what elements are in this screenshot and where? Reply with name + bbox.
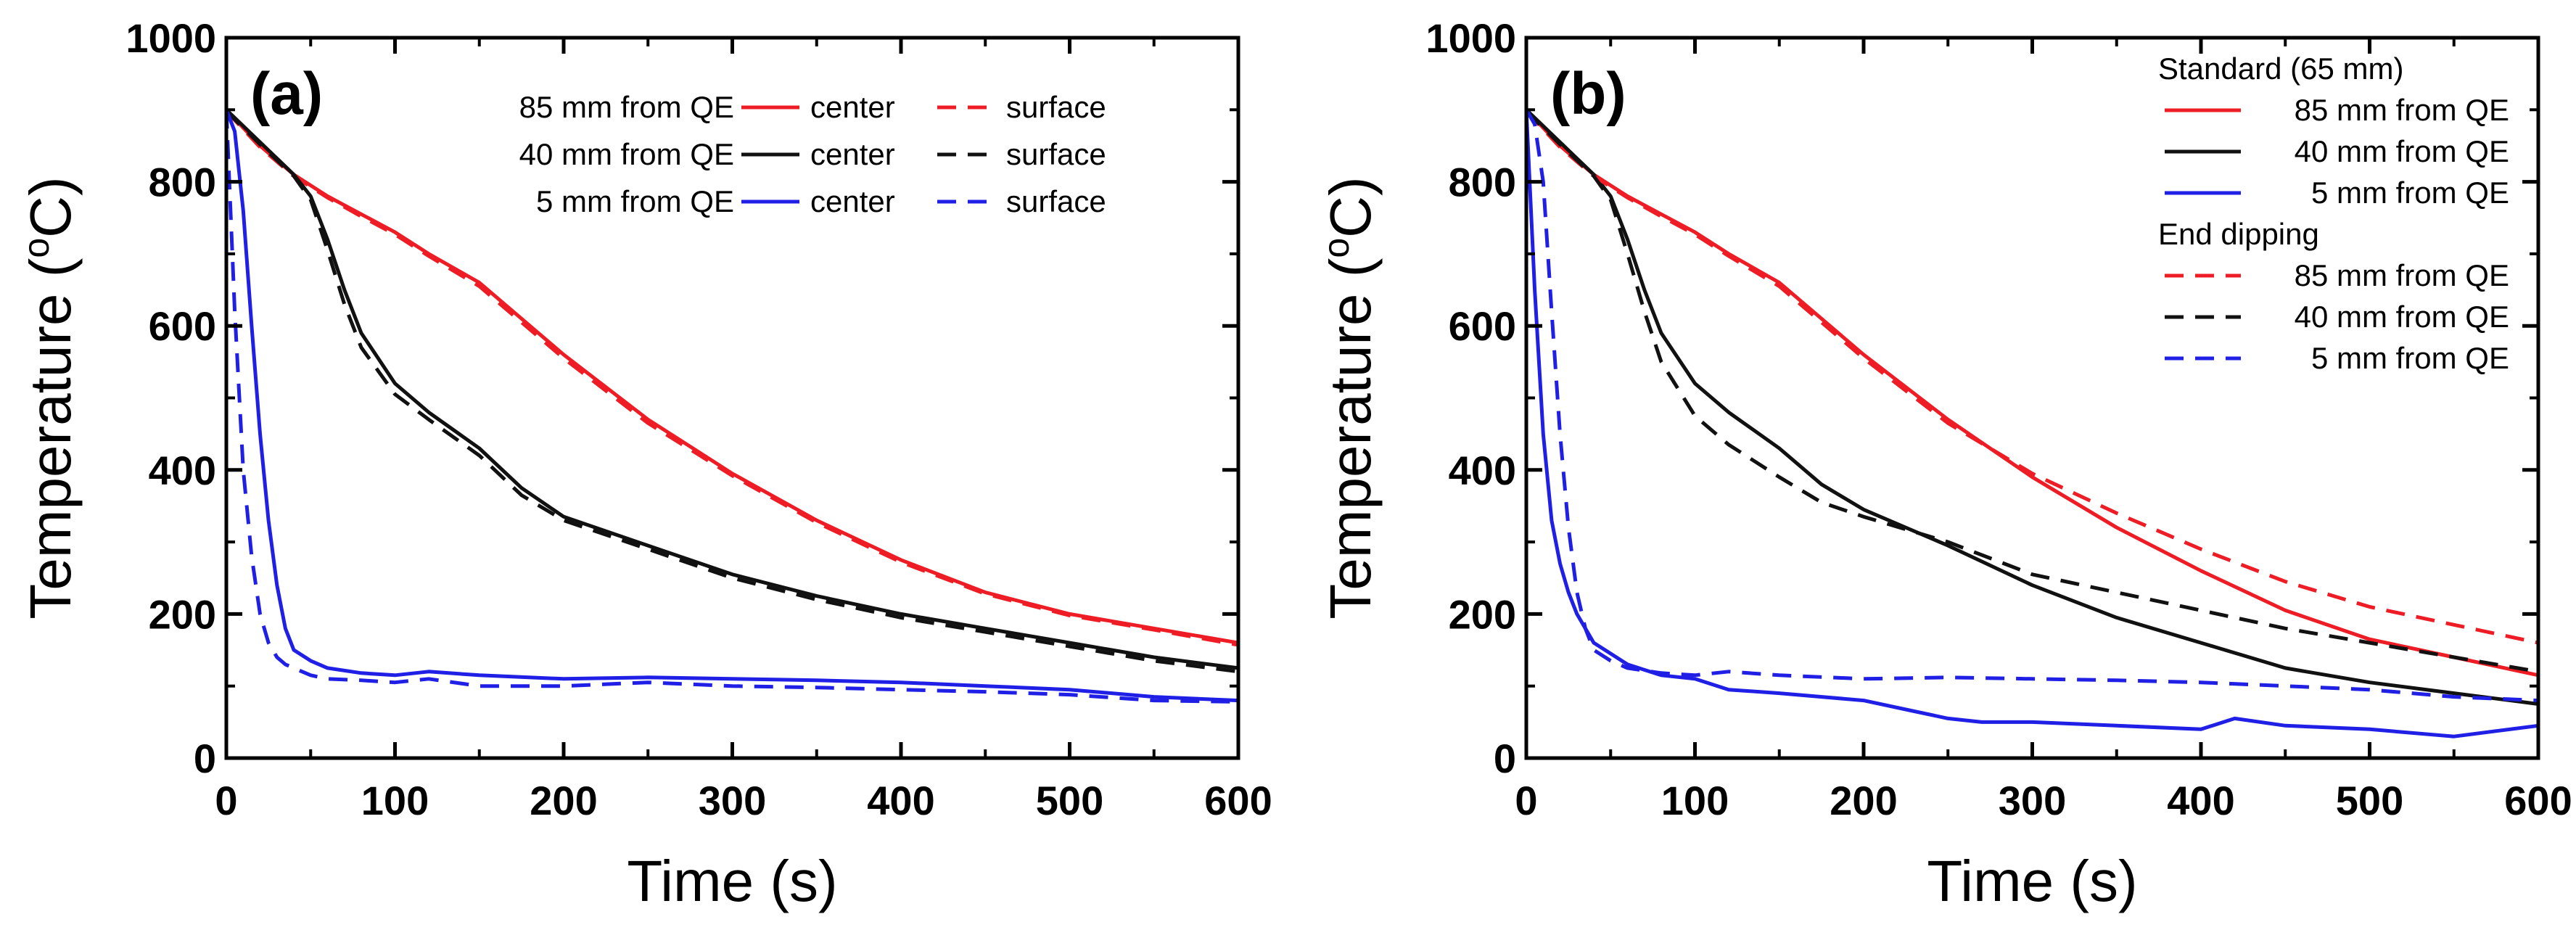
series-line-blue-dashed <box>226 110 1238 704</box>
legend-entry-label: 5 mm from QE <box>2311 341 2509 375</box>
chart-panel-b: 0 100 200 300 400 500 600 0 200 400 600 800 1000 Time… <box>1316 15 2572 913</box>
y-axis-label: Temperature (oC) <box>16 176 83 619</box>
series-line-red-solid <box>1526 108 2538 678</box>
legend-center-label: center <box>810 90 895 124</box>
x-tick-label: 100 <box>361 778 429 823</box>
y-tick-label: 600 <box>1449 303 1516 349</box>
series-line-red-dashed <box>1526 110 2538 645</box>
legend-row-label: 85 mm from QE <box>519 90 734 124</box>
legend-surface-label: surface <box>1006 90 1106 124</box>
legend-row-label: 5 mm from QE <box>536 184 734 218</box>
y-tick-label: 800 <box>1449 160 1516 205</box>
y-tick-label: 1000 <box>125 15 216 61</box>
legend-group-title: End dipping <box>2158 217 2319 251</box>
x-tick-label: 100 <box>1661 778 1729 823</box>
x-tick-label: 200 <box>1830 778 1897 823</box>
legend-entry-label: 40 mm from QE <box>2295 300 2509 334</box>
y-tick-label: 600 <box>149 303 216 349</box>
y-axis-label-text: Temperature ( <box>18 258 83 619</box>
x-tick-label: 400 <box>2167 778 2234 823</box>
legend-center-label: center <box>810 137 895 171</box>
legend-surface-label: surface <box>1006 184 1106 218</box>
y-tick-label: 800 <box>149 160 216 205</box>
series-group <box>1526 108 2538 738</box>
y-axis-label-degree: o <box>1316 238 1357 258</box>
series-line-red-solid <box>226 108 1238 645</box>
x-tick-label: 200 <box>530 778 597 823</box>
x-tick-label: 600 <box>1204 778 1272 823</box>
y-tick-label: 0 <box>194 736 216 781</box>
x-tick-label: 500 <box>1036 778 1103 823</box>
y-axis-label-unit: C) <box>18 176 83 237</box>
x-axis-label: Time (s) <box>1927 849 2137 913</box>
x-tick-label: 500 <box>2336 778 2403 823</box>
y-axis-label-text: Temperature ( <box>1318 258 1383 619</box>
x-tick-label: 400 <box>867 778 934 823</box>
series-line-blue-solid <box>226 109 1238 703</box>
series-line-blue-dashed <box>1526 109 2538 703</box>
legend-entry-label: 85 mm from QE <box>2295 93 2509 127</box>
y-axis-label: Temperature (oC) <box>1316 176 1383 619</box>
y-tick-label: 200 <box>149 591 216 637</box>
y-tick-label: 1000 <box>1425 15 1516 61</box>
chart-panel-a: 0 100 200 300 400 500 600 0 200 400 600 800 1000 Time… <box>16 15 1272 913</box>
legend-center-label: center <box>810 184 895 218</box>
legend-row-label: 40 mm from QE <box>519 137 734 171</box>
y-tick-label: 200 <box>1449 591 1516 637</box>
series-line-black-dashed <box>1526 110 2538 674</box>
series-group <box>226 108 1238 704</box>
y-tick-label: 400 <box>149 448 216 493</box>
x-tick-label: 0 <box>1515 778 1537 823</box>
x-tick-label: 300 <box>699 778 766 823</box>
x-tick-label: 300 <box>1999 778 2066 823</box>
x-tick-label: 600 <box>2504 778 2572 823</box>
y-tick-label: 0 <box>1494 736 1516 781</box>
legend-group-title: Standard (65 mm) <box>2158 52 2403 86</box>
panel-label: (b) <box>1550 61 1626 127</box>
y-axis-label-unit: C) <box>1318 176 1383 237</box>
y-axis-label-degree: o <box>16 238 57 258</box>
legend-entry-label: 85 mm from QE <box>2295 258 2509 292</box>
series-line-black-dashed <box>226 110 1238 674</box>
panel-label: (a) <box>250 61 323 127</box>
x-axis-label: Time (s) <box>627 849 837 913</box>
series-line-blue-solid <box>1526 110 2538 738</box>
legend-surface-label: surface <box>1006 137 1106 171</box>
y-tick-label: 400 <box>1449 448 1516 493</box>
legend-entry-label: 5 mm from QE <box>2311 176 2509 210</box>
legend-entry-label: 40 mm from QE <box>2295 134 2509 168</box>
x-tick-label: 0 <box>215 778 237 823</box>
